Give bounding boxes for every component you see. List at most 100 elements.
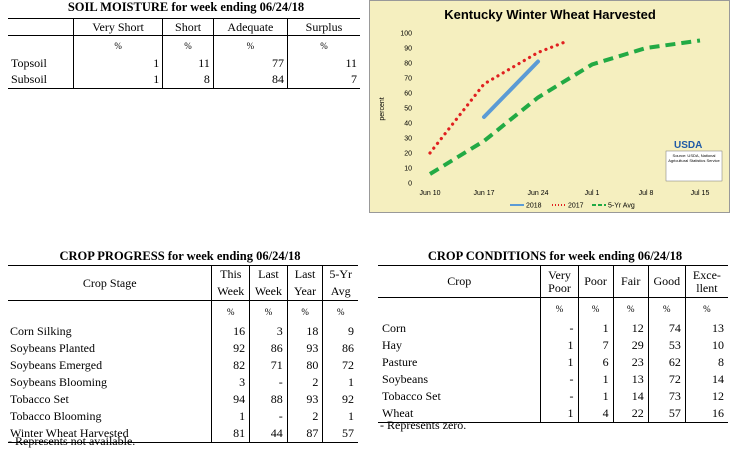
cell: 3 xyxy=(239,374,246,389)
x-tick-label: Jun 24 xyxy=(527,190,548,197)
cell: 87 xyxy=(286,424,323,443)
unit: % xyxy=(322,300,358,323)
cell: 8 xyxy=(162,71,214,89)
table-row: Soybeans -1 13 72 14 xyxy=(378,370,728,388)
cell: 1 xyxy=(239,408,246,423)
x-tick-label: Jun 10 xyxy=(419,190,440,197)
cell: 1 xyxy=(322,407,358,425)
col-this-week-2: Week xyxy=(211,283,250,301)
cell: 74 xyxy=(647,319,686,337)
y-axis-label: percent xyxy=(379,97,386,120)
cell: 4 xyxy=(577,404,614,423)
series-line-5-yr-avg xyxy=(428,38,701,176)
unit: % xyxy=(577,297,614,320)
row-label: Soybeans Emerged xyxy=(8,356,213,374)
cell: - xyxy=(249,407,288,425)
row-label: Pasture xyxy=(378,353,542,371)
cell: 11 xyxy=(286,55,360,72)
cell: 16 xyxy=(233,323,246,338)
cell: 1 xyxy=(540,404,579,423)
row-label: Tobacco Blooming xyxy=(8,407,213,425)
chart-title: Kentucky Winter Wheat Harvested xyxy=(444,7,656,22)
cell: - xyxy=(249,373,288,391)
col-last-year-2: Year xyxy=(286,283,323,301)
cell: 86 xyxy=(249,339,288,357)
series-line-2017 xyxy=(428,40,567,155)
cell: 77 xyxy=(212,55,288,72)
col-poor: Poor xyxy=(577,265,614,298)
cell: 6 xyxy=(577,353,614,371)
col-excellent: Exce- llent xyxy=(684,265,728,298)
col-excellent-2: llent xyxy=(696,280,718,295)
unit: % xyxy=(647,297,686,320)
col-last-year-1: Last xyxy=(286,265,323,283)
y-tick-label: 90 xyxy=(404,46,412,53)
col-very-poor-1: Very xyxy=(548,267,571,282)
chart-axes: 0 10 20 30 40 50 60 70 80 90 100 Jun 10 Jun 17 Jun 24… xyxy=(400,31,709,198)
x-tick-label: Jul 1 xyxy=(585,190,600,197)
cell: - xyxy=(569,388,574,403)
cell: 71 xyxy=(249,356,288,374)
x-tick-label: Jul 8 xyxy=(639,190,654,197)
col-last-week-1: Last xyxy=(249,265,288,283)
cell: 94 xyxy=(233,391,246,406)
cell: 23 xyxy=(612,353,649,371)
row-label: Wheat xyxy=(378,404,542,423)
row-label: Hay xyxy=(378,336,542,354)
cell: 81 xyxy=(211,424,250,443)
table-row: Winter Wheat Harvested 81 44 87 57 xyxy=(8,424,358,443)
usda-logo-text: USDA xyxy=(674,140,702,151)
soil-moisture-table: Very Short Short Adequate Surplus % % % … xyxy=(8,18,360,89)
cell: 11 xyxy=(162,55,214,72)
cell: 1 xyxy=(72,55,163,72)
cell: 1 xyxy=(72,71,163,89)
cell: 8 xyxy=(684,353,728,371)
unit: % xyxy=(249,300,288,323)
table-row: Tobacco Set -1 14 73 12 xyxy=(378,387,728,405)
row-label: Subsoil xyxy=(8,71,74,89)
unit: % xyxy=(684,297,728,320)
row-label: Soybeans Blooming xyxy=(8,373,213,391)
col-excellent-1: Exce- xyxy=(692,267,721,282)
y-tick-label: 80 xyxy=(404,61,412,68)
crop-header: Crop xyxy=(378,265,542,298)
cell: 92 xyxy=(233,340,246,355)
cell: 10 xyxy=(684,336,728,354)
unit: % xyxy=(286,300,323,323)
cell: 57 xyxy=(322,424,358,443)
crop-stage-header: Crop Stage xyxy=(8,265,213,301)
row-label: Soybeans Planted xyxy=(8,339,213,357)
cell: 1 xyxy=(577,319,614,337)
cell: 93 xyxy=(286,339,323,357)
cell: 1 xyxy=(577,387,614,405)
cell: 13 xyxy=(684,319,728,337)
unit: % xyxy=(212,35,288,56)
y-tick-label: 30 xyxy=(404,136,412,143)
x-tick-label: Jul 15 xyxy=(691,190,710,197)
table-row: Topsoil 1 11 77 11 xyxy=(8,55,360,72)
y-tick-label: 10 xyxy=(404,166,412,173)
row-label: Corn xyxy=(378,319,542,337)
cell: 16 xyxy=(684,404,728,423)
col-very-poor: Very Poor xyxy=(540,265,579,298)
col-good: Good xyxy=(647,265,686,298)
table-row: Soybeans Planted 92 86 93 86 xyxy=(8,339,358,357)
table-row: Soybeans Blooming 3-2 1 xyxy=(8,373,358,391)
table-row: Subsoil 1 8 84 7 xyxy=(8,71,360,89)
x-tick-label: Jun 17 xyxy=(473,190,494,197)
y-tick-label: 60 xyxy=(404,91,412,98)
col-this-week-1: This xyxy=(211,265,250,283)
col-last-week-2: Week xyxy=(249,283,288,301)
y-tick-label: 0 xyxy=(408,181,412,188)
cell: 2 xyxy=(286,373,323,391)
chart-series xyxy=(428,38,701,176)
cell: 2 xyxy=(286,407,323,425)
col-adequate: Adequate xyxy=(212,18,288,36)
cell: 88 xyxy=(249,390,288,408)
legend-label: 2018 xyxy=(526,203,542,210)
cell: 57 xyxy=(647,404,686,423)
cell: - xyxy=(569,320,574,335)
cell: 12 xyxy=(684,387,728,405)
cell: 29 xyxy=(612,336,649,354)
cell: 12 xyxy=(612,319,649,337)
